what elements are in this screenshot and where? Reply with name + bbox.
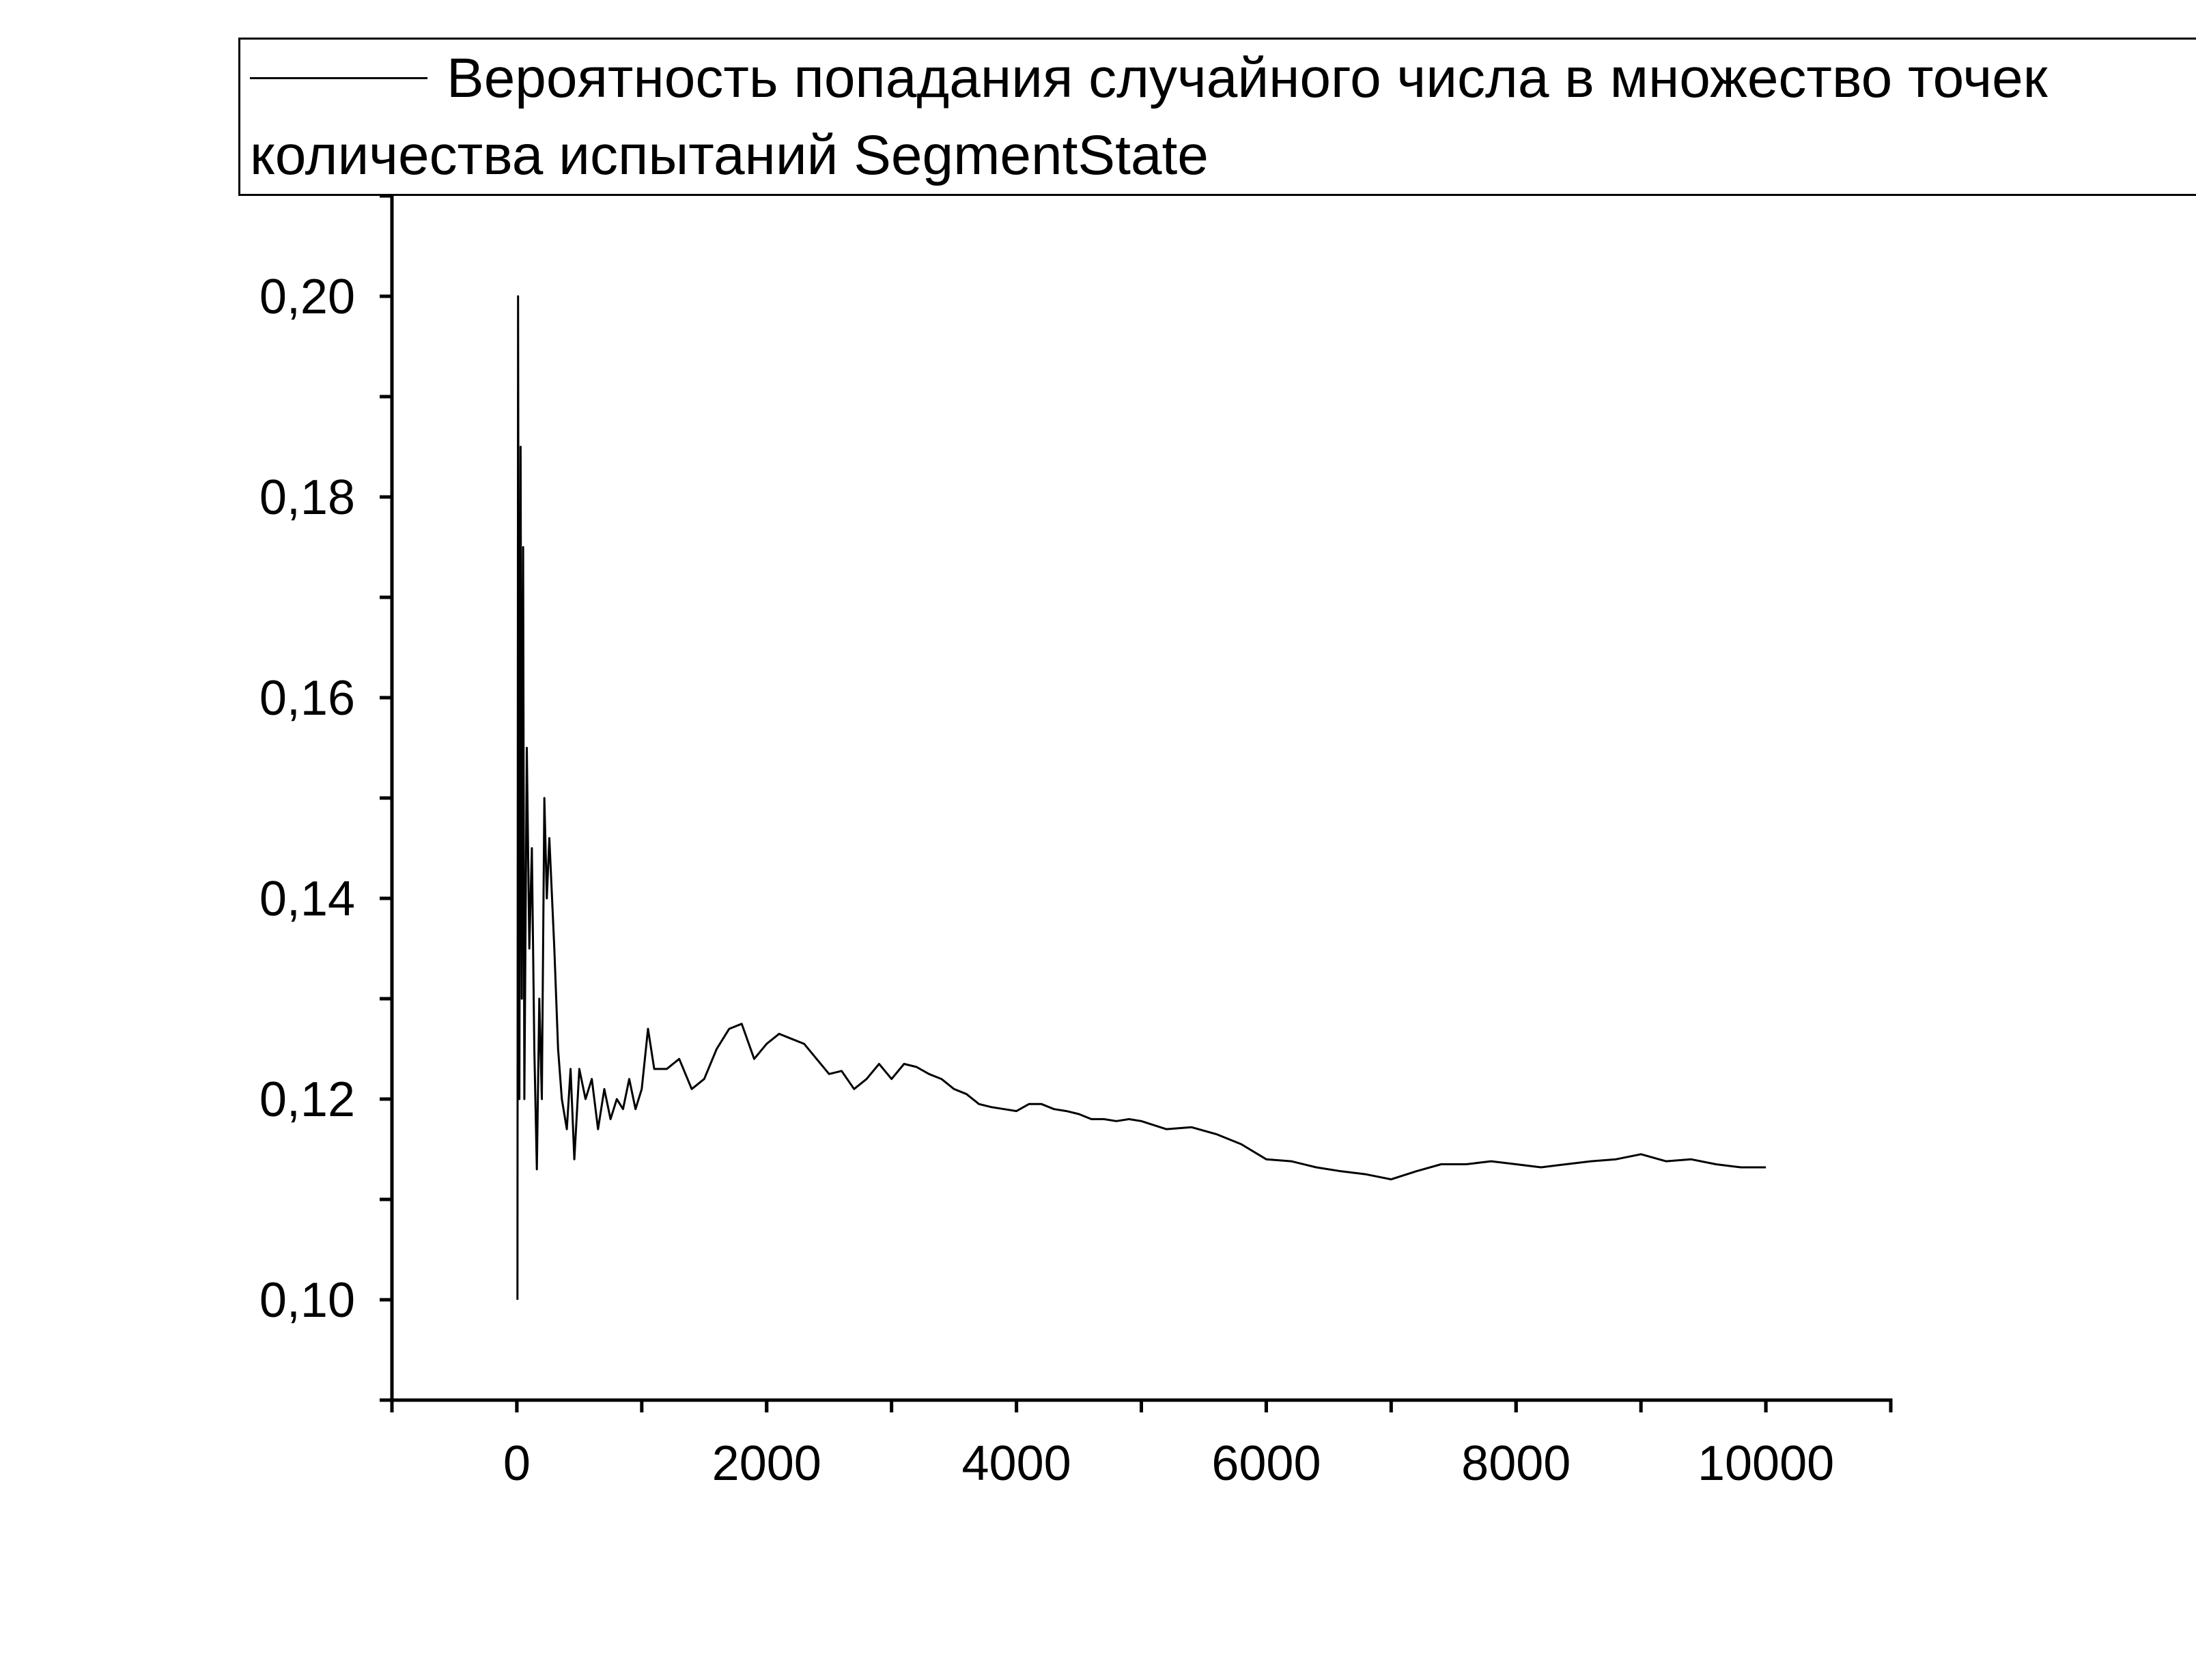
x-tick-label: 6000 xyxy=(1211,1436,1321,1491)
legend-label: Вероятность попадания случайного числа в… xyxy=(250,47,2048,186)
legend-sample xyxy=(250,77,427,79)
y-tick-label: 0,18 xyxy=(259,470,355,525)
x-tick-label: 0 xyxy=(503,1436,531,1491)
y-tick-label: 0,14 xyxy=(259,872,355,926)
y-tick-label: 0,20 xyxy=(259,270,355,324)
y-tick-label: 0,10 xyxy=(259,1273,355,1328)
y-tick-label: 0,16 xyxy=(259,671,355,726)
x-tick-label: 8000 xyxy=(1461,1436,1571,1491)
data-line xyxy=(516,295,1766,1300)
x-tick-label: 2000 xyxy=(712,1436,821,1491)
x-tick-label: 10000 xyxy=(1698,1436,1834,1491)
x-tick-label: 4000 xyxy=(961,1436,1071,1491)
legend: Вероятность попадания случайного числа в… xyxy=(238,38,2196,196)
y-tick-label: 0,12 xyxy=(259,1072,355,1127)
